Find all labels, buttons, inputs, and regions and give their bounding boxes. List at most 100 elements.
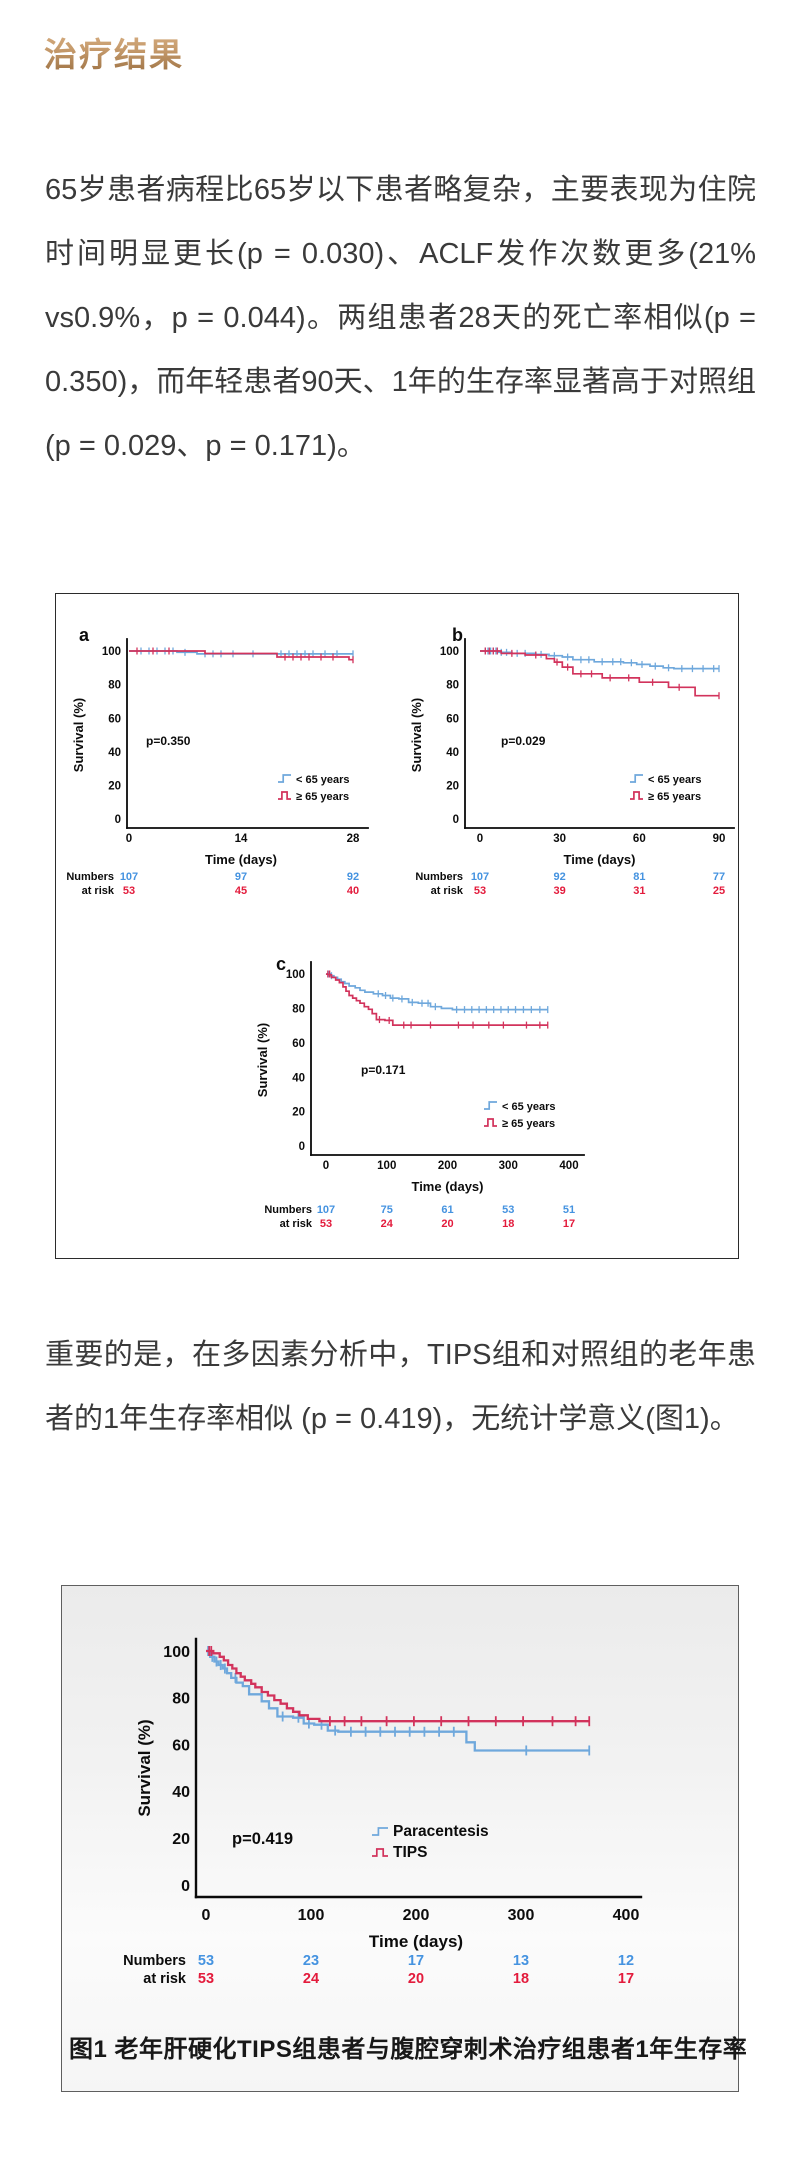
figure-age-survival-panels: 0 20 40 60 80 100 0 14 28 Survival (%) Time (days)…: [55, 593, 739, 1259]
svg-text:24: 24: [381, 1218, 394, 1230]
svg-text:Time (days): Time (days): [205, 852, 277, 867]
svg-text:77: 77: [713, 871, 725, 883]
svg-text:100: 100: [163, 1644, 190, 1661]
svg-text:18: 18: [513, 1971, 529, 1987]
svg-text:80: 80: [108, 680, 121, 692]
svg-text:100: 100: [440, 646, 459, 658]
svg-text:Survival (%): Survival (%): [409, 698, 424, 772]
paragraph-outcomes: 65岁患者病程比65岁以下患者略复杂，主要表现为住院时间明显更长(p = 0.0…: [45, 174, 756, 462]
km-figure-tips-svg: 0 20 40 60 80 100 0 100 200 300 400 Survival (%) Tim…: [123, 1637, 643, 1987]
svg-text:40: 40: [108, 747, 121, 759]
svg-text:Paracentesis: Paracentesis: [393, 1823, 489, 1840]
svg-text:Numbers: Numbers: [123, 1953, 186, 1969]
svg-text:17: 17: [408, 1953, 424, 1969]
svg-text:Survival (%): Survival (%): [135, 1719, 154, 1816]
svg-text:0: 0: [181, 1878, 190, 1895]
svg-text:17: 17: [618, 1971, 634, 1987]
svg-text:53: 53: [198, 1953, 214, 1969]
svg-text:TIPS: TIPS: [393, 1844, 427, 1861]
svg-text:Numbers: Numbers: [66, 871, 114, 883]
svg-text:at risk: at risk: [431, 885, 464, 897]
svg-text:200: 200: [403, 1907, 430, 1924]
svg-text:100: 100: [286, 969, 305, 981]
svg-text:24: 24: [303, 1971, 319, 1987]
svg-text:p=0.350: p=0.350: [146, 734, 191, 748]
svg-text:0: 0: [202, 1907, 211, 1924]
svg-text:97: 97: [235, 871, 247, 883]
svg-text:0: 0: [115, 814, 121, 826]
paragraph-multivariate: 重要的是，在多因素分析中，TIPS组和对照组的老年患者的1年生存率相似 (p =…: [45, 1339, 756, 1435]
svg-text:100: 100: [377, 1160, 396, 1172]
svg-text:90: 90: [713, 833, 726, 845]
svg-text:100: 100: [298, 1907, 325, 1924]
svg-text:p=0.029: p=0.029: [501, 734, 546, 748]
svg-text:13: 13: [513, 1953, 529, 1969]
svg-text:53: 53: [474, 885, 486, 897]
svg-text:61: 61: [441, 1204, 453, 1216]
svg-text:0: 0: [323, 1160, 329, 1172]
svg-text:at risk: at risk: [143, 1971, 187, 1987]
svg-text:< 65 years: < 65 years: [648, 774, 702, 786]
svg-text:60: 60: [108, 713, 121, 725]
svg-text:40: 40: [172, 1784, 190, 1801]
svg-text:60: 60: [292, 1038, 305, 1050]
svg-text:c: c: [276, 954, 286, 974]
svg-text:Survival (%): Survival (%): [255, 1023, 270, 1097]
svg-text:Numbers: Numbers: [415, 871, 463, 883]
svg-text:107: 107: [317, 1204, 335, 1216]
svg-text:92: 92: [347, 871, 359, 883]
svg-text:20: 20: [172, 1831, 190, 1848]
svg-text:25: 25: [713, 885, 725, 897]
km-panel-a: 0 20 40 60 80 100 0 14 28 Survival (%) Time (days)…: [66, 625, 369, 897]
svg-text:0: 0: [453, 814, 459, 826]
svg-text:0: 0: [299, 1141, 305, 1153]
svg-text:40: 40: [292, 1072, 305, 1084]
svg-text:92: 92: [554, 871, 566, 883]
km-figure-age-svg: 0 20 40 60 80 100 0 14 28 Survival (%) Time (days)…: [66, 625, 735, 1230]
svg-text:14: 14: [235, 833, 248, 845]
svg-text:at risk: at risk: [280, 1218, 313, 1230]
svg-text:80: 80: [172, 1691, 190, 1708]
svg-text:Numbers: Numbers: [264, 1204, 312, 1216]
km-panel-b: 0 20 40 60 80 100 0 30 60 90 Survival (%) Time (day…: [409, 625, 735, 897]
svg-text:0: 0: [126, 833, 132, 845]
svg-text:80: 80: [292, 1004, 305, 1016]
svg-text:p=0.171: p=0.171: [361, 1063, 406, 1077]
svg-text:≥ 65 years: ≥ 65 years: [502, 1118, 555, 1130]
svg-text:30: 30: [553, 833, 566, 845]
svg-text:20: 20: [108, 781, 121, 793]
svg-text:31: 31: [633, 885, 645, 897]
svg-text:Time (days): Time (days): [369, 1932, 463, 1951]
svg-text:0: 0: [477, 833, 483, 845]
svg-text:80: 80: [446, 680, 459, 692]
svg-text:75: 75: [381, 1204, 393, 1216]
section-title: 治疗结果: [44, 28, 184, 76]
svg-text:≥ 65 years: ≥ 65 years: [648, 791, 701, 803]
svg-text:45: 45: [235, 885, 247, 897]
svg-text:Time (days): Time (days): [563, 852, 635, 867]
svg-text:51: 51: [563, 1204, 575, 1216]
svg-text:Time (days): Time (days): [411, 1179, 483, 1194]
km-panel-main: 0 20 40 60 80 100 0 100 200 300 400 Survival (%) Tim…: [123, 1637, 643, 1987]
svg-text:53: 53: [123, 885, 135, 897]
svg-text:200: 200: [438, 1160, 457, 1172]
svg-text:20: 20: [446, 781, 459, 793]
svg-text:a: a: [79, 625, 90, 645]
svg-text:60: 60: [446, 713, 459, 725]
km-panel-c: 0 20 40 60 80 100 0 100 200 300 400 Survival (%) Tim…: [255, 954, 585, 1230]
svg-text:39: 39: [554, 885, 566, 897]
svg-text:40: 40: [446, 747, 459, 759]
svg-text:< 65 years: < 65 years: [502, 1101, 556, 1113]
svg-text:53: 53: [320, 1218, 332, 1230]
svg-text:23: 23: [303, 1953, 319, 1969]
svg-text:400: 400: [613, 1907, 640, 1924]
svg-text:b: b: [452, 625, 463, 645]
svg-text:81: 81: [633, 871, 645, 883]
svg-text:60: 60: [172, 1737, 190, 1754]
svg-text:12: 12: [618, 1953, 634, 1969]
svg-text:28: 28: [347, 833, 360, 845]
svg-text:18: 18: [502, 1218, 514, 1230]
svg-text:107: 107: [120, 871, 138, 883]
svg-text:≥ 65 years: ≥ 65 years: [296, 791, 349, 803]
svg-text:400: 400: [559, 1160, 578, 1172]
